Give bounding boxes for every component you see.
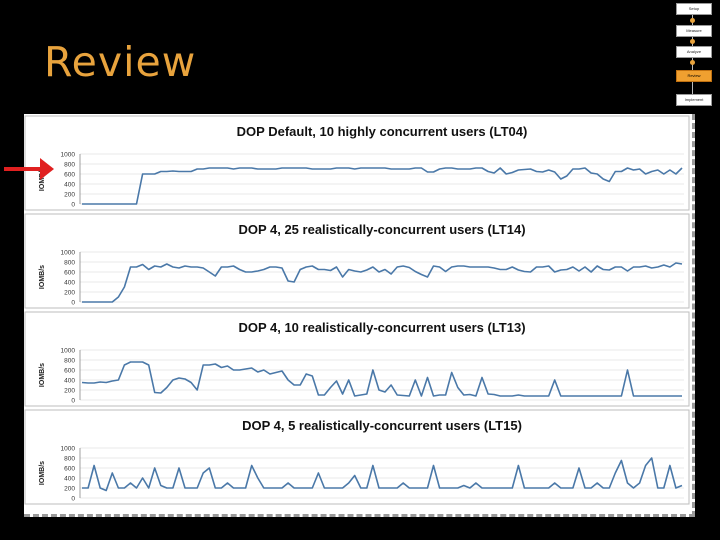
- tick-label-4-5: 0: [71, 496, 75, 503]
- tick-label-2-0: 1000: [61, 250, 76, 257]
- tick-label-1-4: 200: [64, 192, 75, 199]
- tick-label-1-0: 1000: [61, 152, 76, 159]
- series-line-3: [81, 361, 682, 397]
- tick-label-2-4: 200: [64, 290, 75, 297]
- nav-dot-3: [690, 60, 695, 65]
- nav-item-measure[interactable]: Measure: [676, 25, 712, 37]
- chart-frame-3: [24, 311, 690, 407]
- nav-item-setup[interactable]: Setup: [676, 3, 712, 15]
- y-axis-label-2: IOMB/s: [39, 265, 46, 289]
- tick-label-1-1: 800: [64, 162, 75, 169]
- tick-label-1-2: 600: [64, 172, 75, 179]
- tick-label-3-0: 1000: [61, 348, 76, 355]
- tick-label-2-5: 0: [71, 300, 75, 307]
- tick-label-1-3: 400: [64, 182, 75, 189]
- chart-title-1: DOP Default, 10 highly concurrent users …: [237, 124, 528, 139]
- tick-label-3-3: 400: [64, 378, 75, 385]
- charts-panel: DOP Default, 10 highly concurrent users …: [24, 114, 695, 517]
- tick-label-4-4: 200: [64, 486, 75, 493]
- tick-label-2-1: 800: [64, 260, 75, 267]
- series-line-1: [82, 167, 683, 205]
- charts-svg: DOP Default, 10 highly concurrent users …: [24, 115, 690, 505]
- process-nav: Setup Measure Analyze Review Implement: [670, 0, 716, 112]
- slide-title: Review: [44, 38, 197, 86]
- tick-label-2-2: 600: [64, 270, 75, 277]
- chart-frame-2: [24, 213, 690, 309]
- chart-title-4: DOP 4, 5 realistically-concurrent users …: [242, 418, 522, 433]
- y-axis-label-1: IOMB/s: [39, 167, 46, 191]
- nav-item-analyze[interactable]: Analyze: [676, 46, 712, 58]
- tick-label-4-0: 1000: [61, 446, 76, 453]
- y-axis-label-3: IOMB/s: [39, 363, 46, 387]
- nav-item-implement[interactable]: Implement: [676, 94, 712, 106]
- tick-label-4-2: 600: [64, 466, 75, 473]
- tick-label-3-1: 800: [64, 358, 75, 365]
- tick-label-3-4: 200: [64, 388, 75, 395]
- tick-label-4-1: 800: [64, 456, 75, 463]
- chart-title-3: DOP 4, 10 realistically-concurrent users…: [238, 320, 525, 335]
- chart-title-2: DOP 4, 25 realistically-concurrent users…: [238, 222, 525, 237]
- series-line-4: [82, 457, 683, 492]
- tick-label-3-5: 0: [71, 398, 75, 405]
- nav-item-review[interactable]: Review: [676, 70, 712, 82]
- red-arrow-icon: [4, 158, 54, 180]
- tick-label-4-3: 400: [64, 476, 75, 483]
- chart-frame-1: [24, 115, 690, 211]
- series-line-2: [82, 262, 683, 303]
- y-axis-label-4: IOMB/s: [39, 461, 46, 485]
- slide-header: Review Setup Measure Analyze Review Impl…: [0, 0, 720, 112]
- nav-dot-2: [690, 39, 695, 44]
- tick-label-1-5: 0: [71, 202, 75, 209]
- nav-dot-1: [690, 18, 695, 23]
- tick-label-3-2: 600: [64, 368, 75, 375]
- tick-label-2-3: 400: [64, 280, 75, 287]
